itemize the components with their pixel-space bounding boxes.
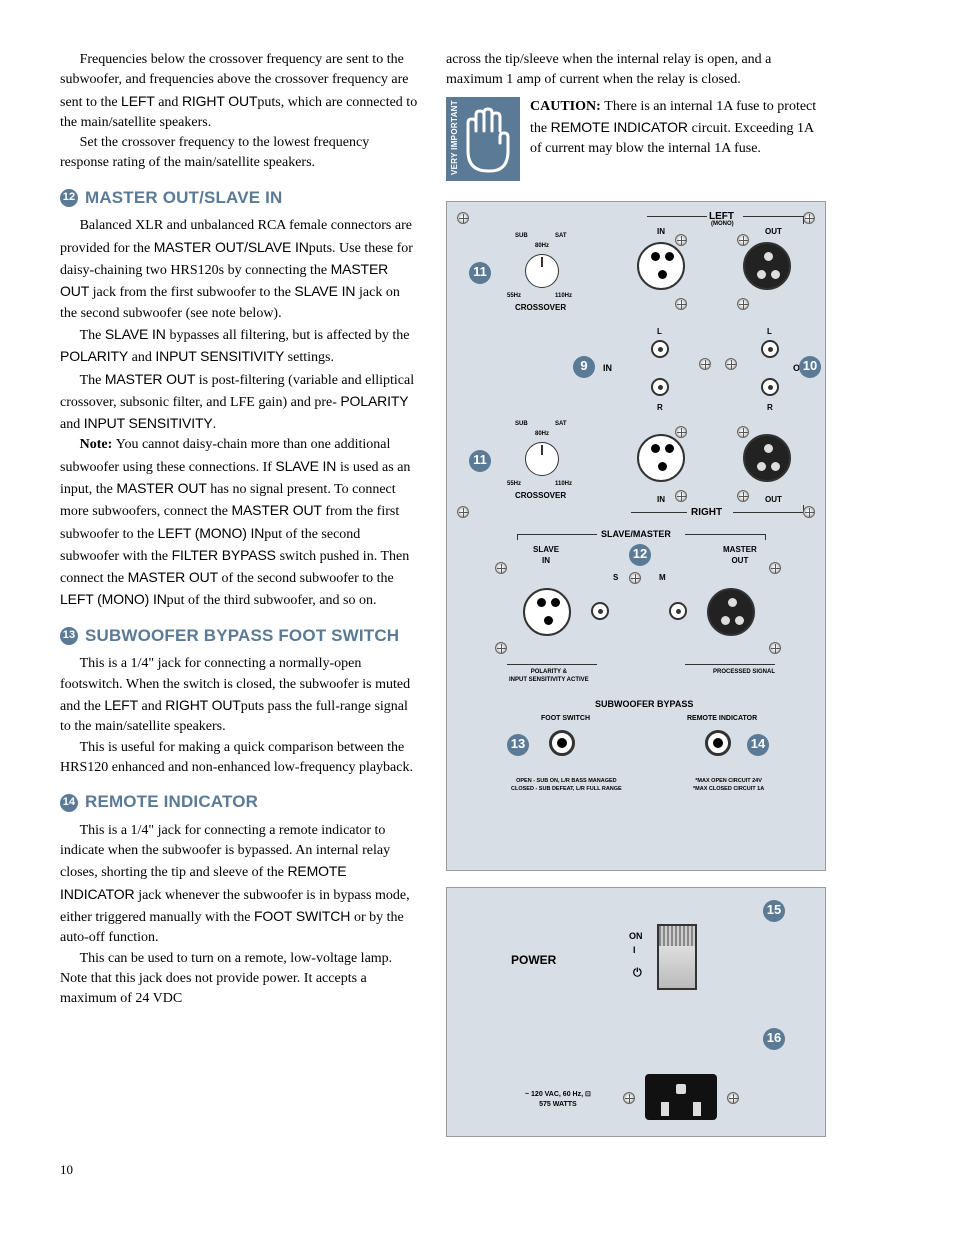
rca-master <box>669 602 687 620</box>
rca-out-r <box>761 378 779 396</box>
para-freq: Frequencies below the crossover frequenc… <box>60 50 420 133</box>
rca-in-r <box>651 378 669 396</box>
xlr-left-in <box>637 242 685 290</box>
heading-master-out: 12 MASTER OUT/SLAVE IN <box>60 186 420 211</box>
para-master-note: Note: You cannot daisy-chain more than o… <box>60 435 420 611</box>
para-bypass-2: This is useful for making a quick compar… <box>60 738 420 779</box>
caution-callout: VERY IMPORTANT CAUTION: There is an inte… <box>446 97 826 181</box>
crossover-knob-left <box>525 254 559 288</box>
rca-in-l <box>651 340 669 358</box>
crossover-knob-right <box>525 442 559 476</box>
badge-14: 14 <box>60 794 78 812</box>
right-column: across the tip/sleeve when the internal … <box>446 50 826 1137</box>
xlr-left-out <box>743 242 791 290</box>
callout-10: 10 <box>799 356 821 378</box>
para-set-crossover: Set the crossover frequency to the lowes… <box>60 133 420 174</box>
para-right-cont: across the tip/sleeve when the internal … <box>446 50 826 91</box>
callout-13: 13 <box>507 734 529 756</box>
rear-panel-diagram: LEFT (MONO) IN OUT SUB SAT 80Hz 55Hz 110… <box>446 201 826 871</box>
para-remote-1: This is a 1/4" jack for connecting a rem… <box>60 821 420 949</box>
remote-indicator-jack <box>705 730 731 756</box>
left-column: Frequencies below the crossover frequenc… <box>60 50 420 1137</box>
para-master-1: Balanced XLR and unbalanced RCA female c… <box>60 216 420 323</box>
xlr-master-out <box>707 588 755 636</box>
page-number: 10 <box>60 1161 894 1180</box>
para-master-2: The SLAVE IN bypasses all filtering, but… <box>60 324 420 369</box>
xlr-right-out <box>743 434 791 482</box>
xlr-slave-in <box>523 588 571 636</box>
iec-inlet <box>645 1074 717 1120</box>
foot-switch-jack <box>549 730 575 756</box>
heading-subwoofer-bypass: 13 SUBWOOFER BYPASS FOOT SWITCH <box>60 624 420 649</box>
callout-15: 15 <box>763 900 785 922</box>
para-remote-2: This can be used to turn on a remote, lo… <box>60 949 420 1010</box>
badge-13: 13 <box>60 627 78 645</box>
callout-9: 9 <box>573 356 595 378</box>
para-master-3: The MASTER OUT is post-filtering (variab… <box>60 369 420 436</box>
badge-12: 12 <box>60 189 78 207</box>
hand-icon: VERY IMPORTANT <box>446 97 520 181</box>
callout-11b: 11 <box>469 450 491 472</box>
rca-slave <box>591 602 609 620</box>
power-panel-diagram: 15 ON I ⏻ POWER 16 ~ 120 VAC, 60 Hz, ⊡ 5… <box>446 887 826 1137</box>
para-bypass-1: This is a 1/4" jack for connecting a nor… <box>60 654 420 737</box>
callout-14: 14 <box>747 734 769 756</box>
heading-remote-indicator: 14 REMOTE INDICATOR <box>60 790 420 815</box>
callout-11a: 11 <box>469 262 491 284</box>
callout-12: 12 <box>629 544 651 566</box>
xlr-right-in <box>637 434 685 482</box>
rca-out-l <box>761 340 779 358</box>
caution-text: CAUTION: There is an internal 1A fuse to… <box>530 97 826 160</box>
callout-16: 16 <box>763 1028 785 1050</box>
